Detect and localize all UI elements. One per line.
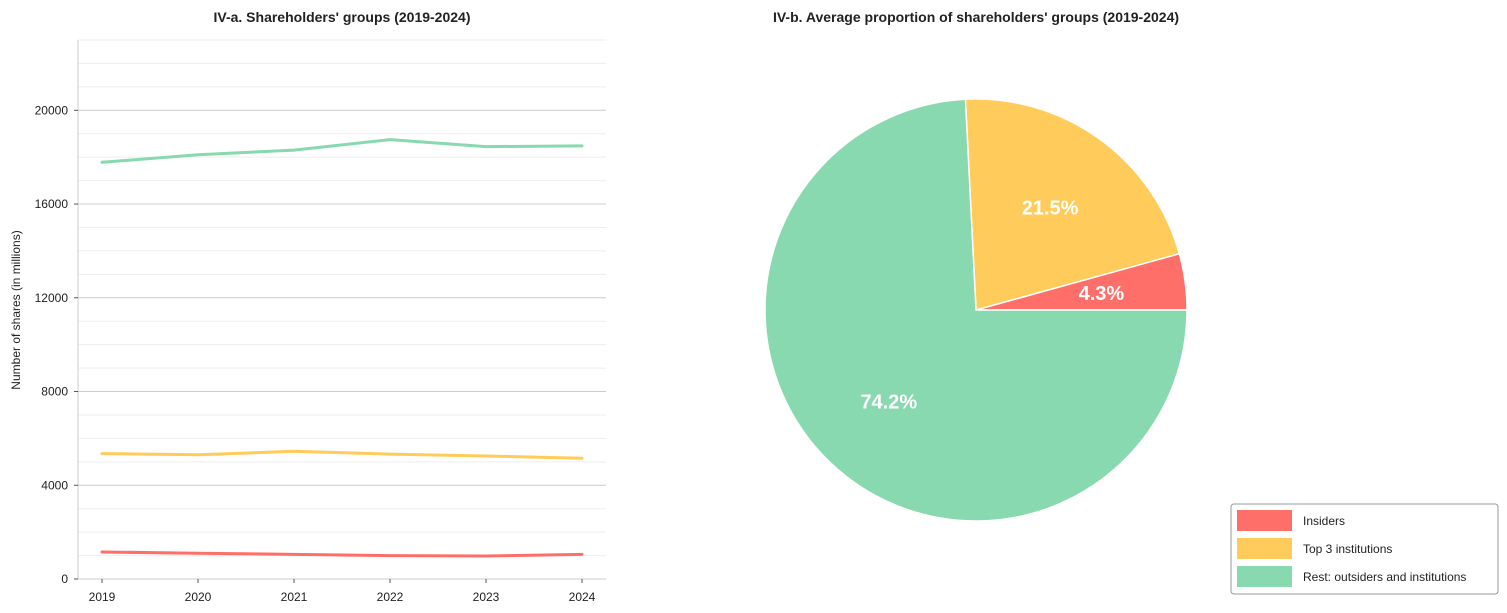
y-tick-label: 12000 <box>35 291 69 305</box>
legend-label: Top 3 institutions <box>1303 542 1392 556</box>
legend-swatch-0 <box>1237 510 1292 531</box>
x-tick-label: 2024 <box>569 590 596 604</box>
x-tick-label: 2023 <box>473 590 500 604</box>
y-tick-label: 8000 <box>41 385 68 399</box>
pie-labels: 4.3% 21.5% 74.2% <box>860 197 1124 413</box>
pie-slice-1 <box>964 98 1181 311</box>
legend-swatch-1 <box>1237 538 1292 559</box>
y-axis-label: Number of shares (in millions) <box>9 230 23 389</box>
pie-chart: IV-b. Average proportion of shareholders… <box>764 9 1499 595</box>
x-tick-label: 2022 <box>377 590 404 604</box>
line-chart: IV-a. Shareholders' groups (2019-2024) 0… <box>9 9 606 604</box>
line-chart-axes <box>77 40 606 580</box>
series-line-0 <box>100 550 584 558</box>
y-tick-label: 20000 <box>35 103 69 117</box>
line-chart-grid <box>78 39 606 557</box>
x-tick-label: 2019 <box>89 590 116 604</box>
series-line-2 <box>100 138 584 164</box>
y-tick-label: 4000 <box>41 478 68 492</box>
pie-legend: Insiders Top 3 institutions Rest: outsider… <box>1230 503 1499 595</box>
y-tick-label: 0 <box>61 572 68 586</box>
pie-percent-label: 74.2% <box>860 392 917 414</box>
pie-percent-label: 4.3% <box>1079 283 1125 305</box>
y-tick-label: 16000 <box>35 197 69 211</box>
legend-label: Insiders <box>1303 514 1345 528</box>
pie-slices <box>764 98 1188 522</box>
legend-box <box>1230 503 1499 595</box>
pie-chart-title: IV-b. Average proportion of shareholders… <box>773 9 1179 25</box>
x-axis-ticks: 2019 2020 2021 2022 2023 2024 <box>89 579 596 604</box>
y-axis-ticks: 0 4000 8000 12000 16000 20000 <box>35 103 78 586</box>
series-line-1 <box>100 449 584 460</box>
line-series-group <box>100 138 584 558</box>
x-tick-label: 2020 <box>185 590 212 604</box>
legend-label: Rest: outsiders and institutions <box>1303 570 1466 584</box>
line-chart-title: IV-a. Shareholders' groups (2019-2024) <box>214 9 471 25</box>
pie-percent-label: 21.5% <box>1022 197 1079 219</box>
pie-slice-2 <box>764 98 1188 522</box>
legend-swatch-2 <box>1237 566 1292 587</box>
x-tick-label: 2021 <box>281 590 308 604</box>
